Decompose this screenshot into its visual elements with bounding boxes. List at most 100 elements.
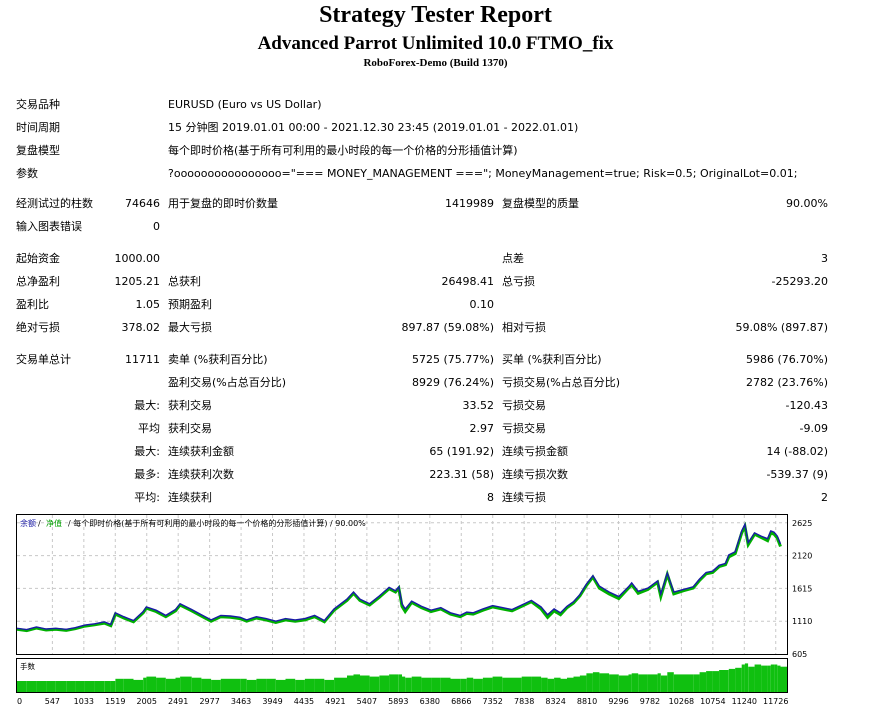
short-positions-value: 5725 (75.77%): [411, 353, 494, 366]
lot-bar: [347, 675, 354, 692]
lot-bar: [660, 675, 668, 692]
errors-label: 输入图表错误: [16, 220, 82, 233]
deposit-value: 1000.00: [114, 252, 161, 265]
lot-bar: [398, 674, 402, 692]
bars-value: 74646: [125, 197, 160, 210]
period-value: 15 分钟图 2019.01.01 00:00 - 2021.12.30 23:…: [168, 121, 579, 134]
lot-bar: [567, 677, 574, 692]
maximal-prefix: 最多:: [134, 468, 160, 481]
lot-bar: [115, 678, 124, 692]
lot-bar: [541, 677, 548, 692]
maximum-prefix: 最大:: [134, 445, 160, 458]
x-tick-label: 9782: [640, 697, 660, 706]
lot-bar: [405, 677, 412, 692]
lot-bar: [133, 679, 144, 692]
x-axis-labels: 0 547 1033 1519 2005 2491 2977 3463 3949 4435 4921…: [17, 697, 788, 706]
lot-bar: [699, 672, 707, 692]
cons-wins-money-value: 65 (191.92): [429, 445, 494, 458]
lot-bar: [240, 678, 247, 692]
lot-bar: [334, 677, 347, 692]
lot-bar: [531, 676, 542, 692]
gross-profit-label: 总获利: [168, 275, 201, 288]
legend-balance: 余额: [20, 518, 36, 528]
gross-profit-value: 26498.41: [441, 275, 495, 288]
largest-prefix: 最大:: [134, 399, 160, 412]
cons-losses-money-label: 连续亏损金额: [502, 445, 568, 458]
lot-bar: [741, 664, 745, 692]
profit-trades-value: 8929 (76.24%): [411, 376, 494, 389]
lot-bar: [492, 676, 503, 692]
lot-bar: [554, 677, 561, 692]
lot-bar: [777, 665, 781, 692]
lot-bar: [628, 674, 632, 692]
expected-payoff-value: 0.10: [469, 298, 495, 311]
lot-bar: [256, 678, 267, 692]
lot-bar: [295, 679, 305, 692]
lot-bar: [36, 681, 47, 692]
lot-bar: [609, 674, 619, 692]
cons-profit-count-label: 连续获利次数: [168, 468, 234, 481]
lot-bar: [719, 670, 726, 692]
max-drawdown-value: 897.87 (59.08%): [401, 321, 494, 334]
lot-bar: [395, 674, 399, 692]
net-profit-label: 总净盈利: [16, 275, 60, 288]
average-profit-value: 2.97: [469, 422, 495, 435]
symbol-value: EURUSD (Euro vs US Dollar): [168, 98, 322, 111]
x-tick-label: 3463: [231, 697, 251, 706]
lot-bar: [748, 666, 755, 692]
lots-label: 手数: [20, 661, 35, 671]
lot-bar: [667, 672, 674, 692]
deposit-label: 起始资金: [16, 252, 60, 265]
lot-bar: [211, 679, 221, 692]
x-tick-label: 2491: [168, 697, 188, 706]
lot-bar: [573, 676, 580, 692]
long-positions-label: 买单 (%获利百分比): [502, 353, 602, 366]
lot-bar: [780, 666, 787, 692]
lot-bar: [275, 679, 286, 692]
x-tick-label: 1033: [74, 697, 94, 706]
total-trades-label: 交易单总计: [16, 353, 71, 366]
x-tick-label: 6866: [451, 697, 471, 706]
average-loss-label: 亏损交易: [502, 422, 546, 435]
loss-trades-label: 亏损交易(%占总百分比): [502, 376, 621, 389]
avg-cons-wins-label: 连续获利: [168, 491, 212, 504]
lot-bar: [84, 681, 95, 692]
x-tick-label: 4435: [294, 697, 314, 706]
lot-bar: [754, 664, 762, 692]
lot-bar: [502, 677, 512, 692]
lot-bar: [728, 668, 736, 692]
largest-profit-value: 33.52: [462, 399, 495, 412]
x-tick-label: 8324: [545, 697, 565, 706]
average-profit-label: 获利交易: [168, 422, 212, 435]
lot-bar: [638, 674, 648, 692]
lot-bars: [17, 663, 787, 692]
x-tick-label: 0: [17, 697, 22, 706]
quality-label: 复盘模型的质量: [502, 197, 579, 210]
x-tick-label: 3949: [262, 697, 282, 706]
y-axis-labels: 2625 2120 1615 1110 605: [792, 519, 812, 659]
lot-bar: [230, 678, 241, 692]
lot-bar: [389, 674, 396, 692]
x-tick-label: 11726: [763, 697, 788, 706]
avg-cons-losses-value: 2: [821, 491, 828, 504]
lot-bar: [482, 677, 493, 692]
x-tick-label: 7352: [483, 697, 503, 706]
y-tick-label: 605: [792, 650, 807, 659]
lot-bar: [55, 681, 67, 692]
lot-bar: [744, 663, 749, 692]
lot-bar: [143, 677, 147, 692]
x-tick-label: 4921: [325, 697, 345, 706]
lot-bar: [180, 676, 192, 692]
expert-name: Advanced Parrot Unlimited 10.0 FTMO_fix: [257, 33, 614, 54]
net-profit-value: 1205.21: [114, 275, 161, 288]
lot-bar: [123, 678, 134, 692]
cons-loss-count-value: -539.37 (9): [766, 468, 828, 481]
lot-bar: [379, 675, 390, 692]
lot-bar: [314, 678, 325, 692]
lot-bar: [725, 670, 729, 692]
x-tick-label: 10268: [669, 697, 694, 706]
lot-bar: [586, 673, 593, 692]
model-label: 复盘模型: [16, 144, 60, 157]
lot-bar: [774, 664, 778, 692]
lot-bar: [104, 681, 111, 692]
